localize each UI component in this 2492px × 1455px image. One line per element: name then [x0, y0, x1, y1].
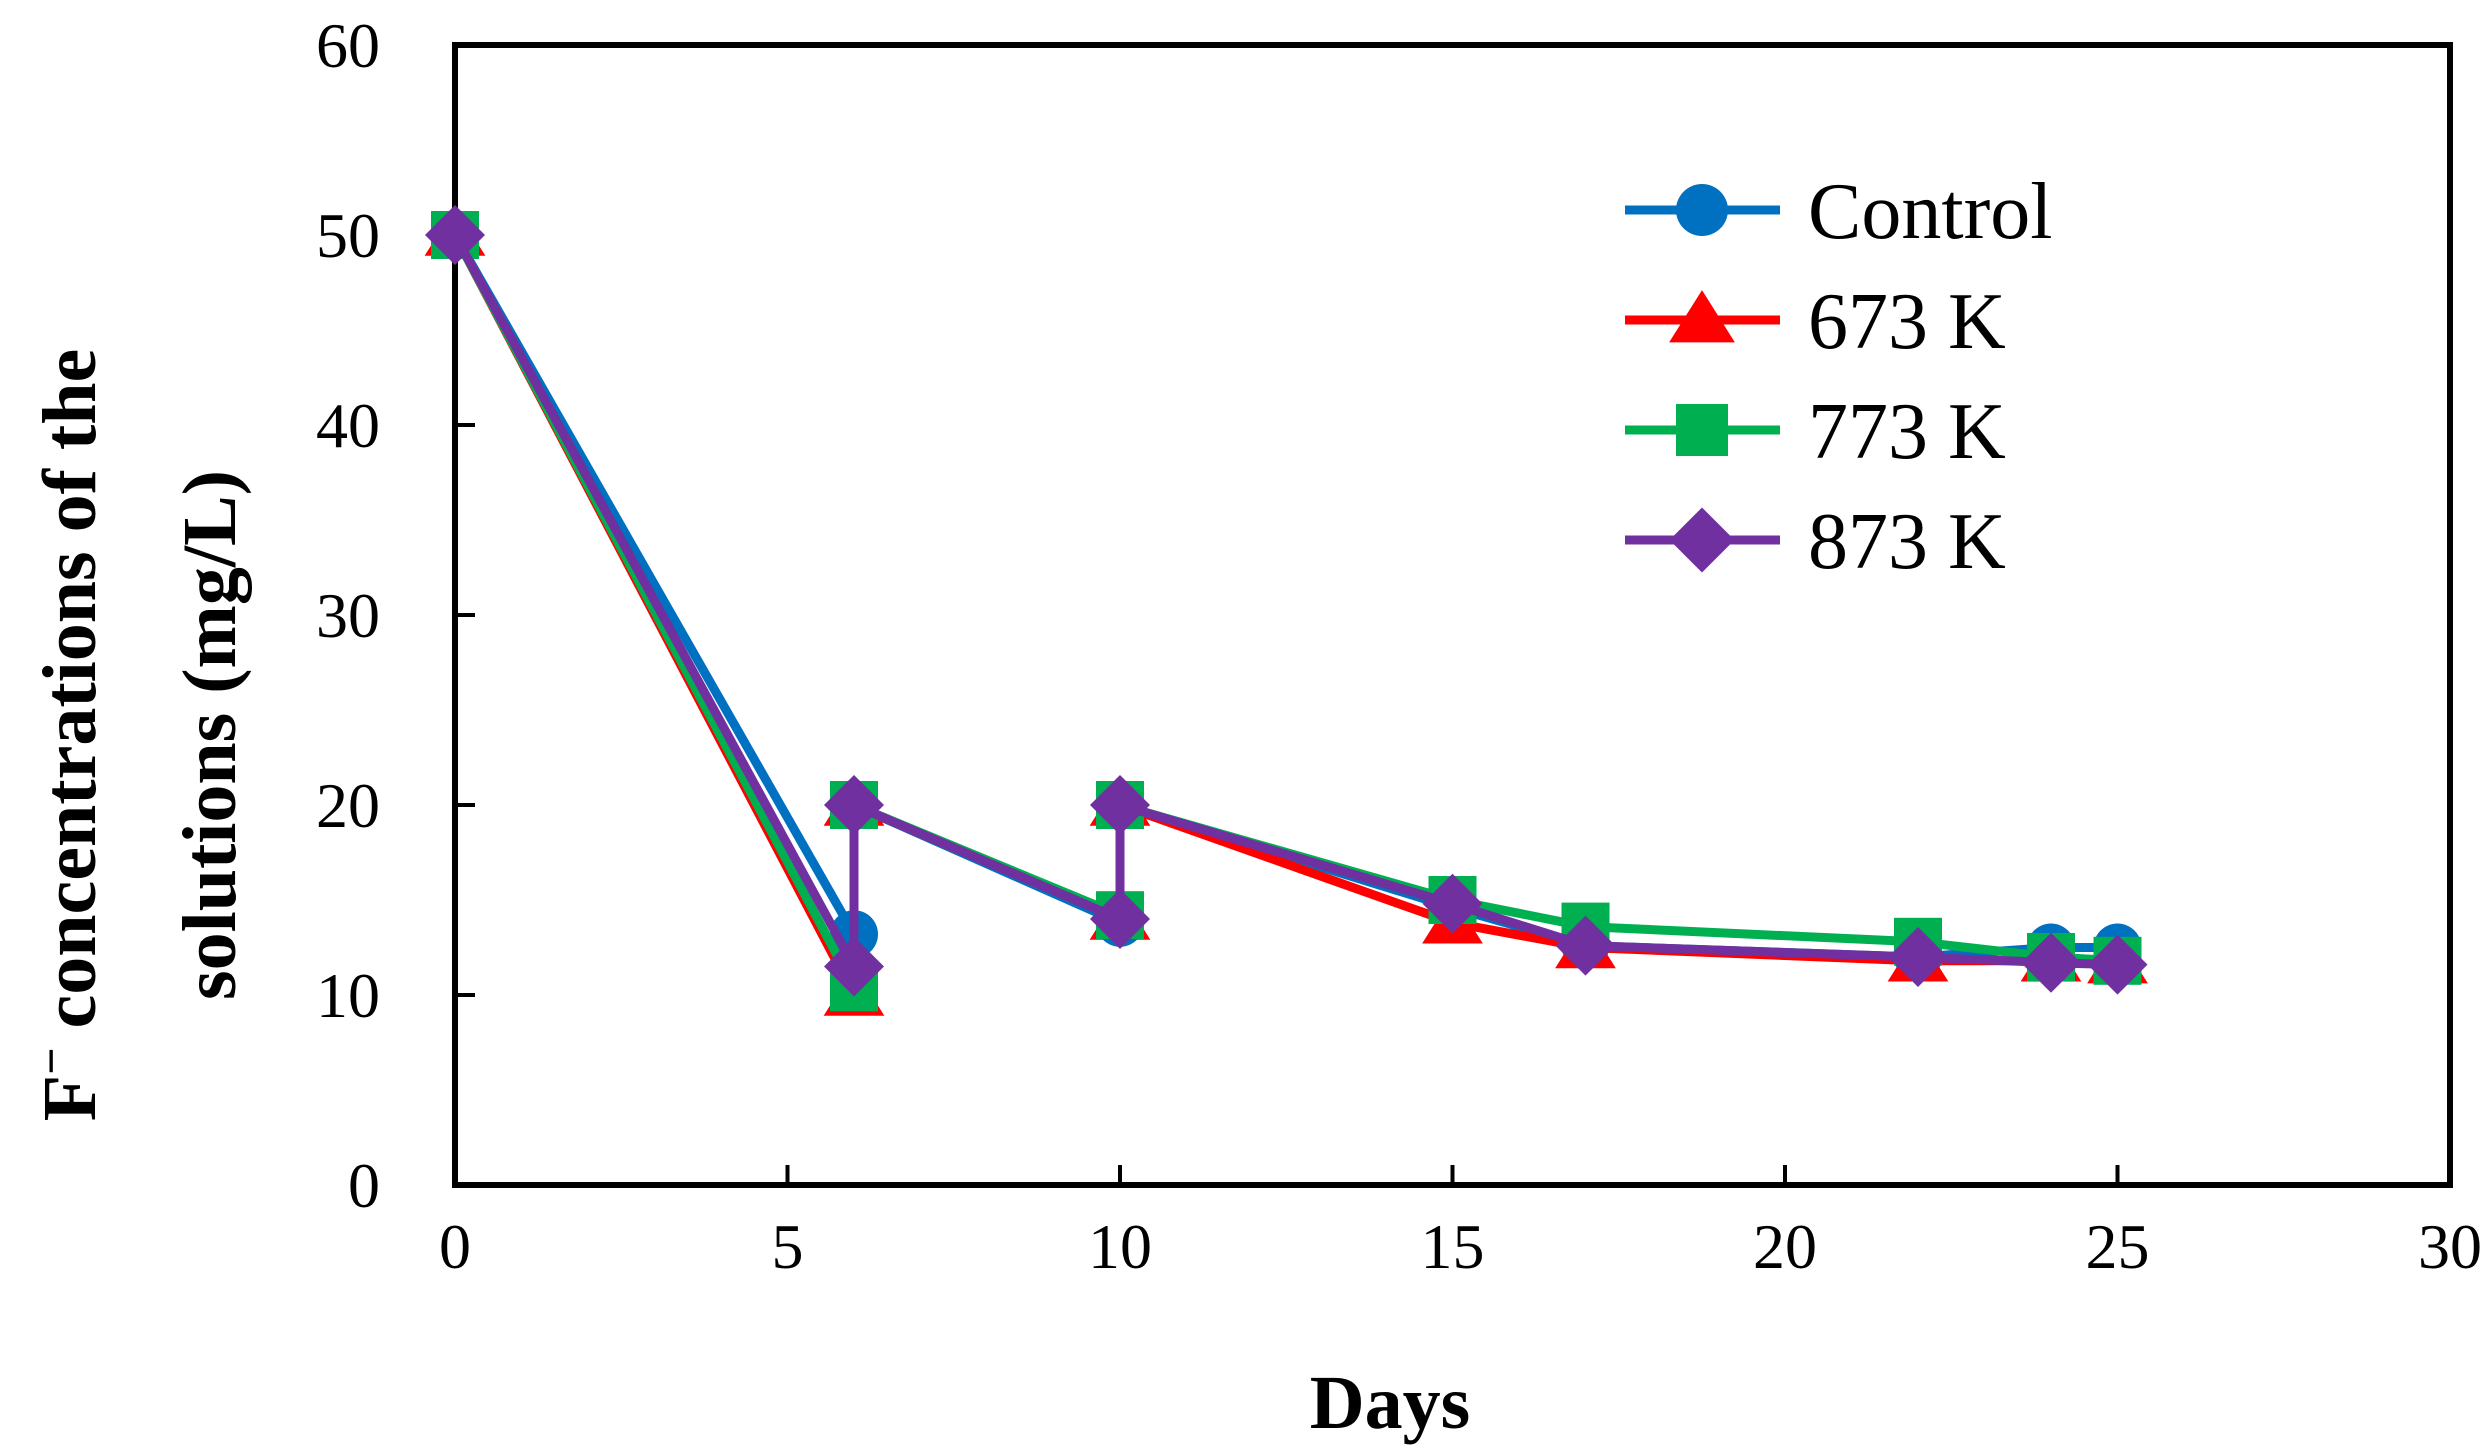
legend: Control 673 K 773 K 873 K — [1625, 168, 2052, 586]
x-tick-label: 5 — [772, 1211, 804, 1282]
data-point-diamond — [1422, 873, 1483, 934]
y-tick-label: 30 — [316, 580, 380, 651]
y-tick-label: 0 — [348, 1150, 380, 1221]
data-point-diamond — [1090, 775, 1150, 835]
data-point-triangle — [1669, 290, 1735, 343]
y-tick-label: 50 — [316, 200, 380, 271]
x-axis: 0 5 10 15 20 25 30 — [439, 1165, 2482, 1282]
data-point-diamond — [2021, 932, 2081, 993]
x-axis-title: Days — [1310, 1361, 1470, 1445]
data-point-circle — [1676, 184, 1728, 236]
y-axis-title-prefix: F — [28, 1075, 112, 1121]
x-tick-label: 0 — [439, 1211, 471, 1282]
x-tick-label: 20 — [1753, 1211, 1817, 1282]
y-axis-title-line1: concentrations of the — [28, 349, 112, 1048]
data-point-diamond — [425, 205, 485, 265]
x-tick-label: 15 — [1421, 1211, 1485, 1282]
legend-label: Control — [1808, 168, 2052, 256]
y-tick-label: 10 — [316, 960, 380, 1031]
x-tick-label: 10 — [1088, 1211, 1152, 1282]
y-axis-title-line2: solutions (mg/L) — [168, 470, 252, 1000]
y-tick-label: 40 — [316, 390, 380, 461]
series-line — [451, 232, 2118, 971]
y-tick-label: 60 — [316, 10, 380, 81]
legend-label: 873 K — [1808, 498, 2006, 586]
series-873-k — [425, 205, 2148, 997]
legend-item: 673 K — [1625, 278, 2006, 366]
data-point-diamond — [824, 936, 884, 997]
y-axis-title: F− concentrations of the solutions (mg/L… — [25, 349, 252, 1121]
x-tick-label: 30 — [2418, 1211, 2482, 1282]
data-point-diamond — [1555, 915, 1616, 976]
plot-area — [452, 42, 2453, 1188]
data-point-square — [1676, 404, 1728, 456]
data-point-diamond — [2087, 934, 2148, 995]
x-tick-label: 25 — [2086, 1211, 2150, 1282]
legend-label: 773 K — [1808, 388, 2006, 476]
y-axis: 0 10 20 30 40 50 60 — [316, 10, 475, 1221]
legend-item: Control — [1625, 168, 2052, 256]
legend-item: 873 K — [1625, 498, 2006, 586]
series-layer — [424, 205, 2148, 1016]
svg-text:F− concentrations of the: F− concentrations of the — [25, 349, 112, 1121]
data-point-diamond — [1888, 927, 1948, 987]
data-point-diamond — [1090, 889, 1150, 949]
y-tick-label: 20 — [316, 770, 380, 841]
y-axis-title-superscript: − — [25, 1047, 78, 1074]
data-point-diamond — [1669, 507, 1735, 573]
legend-item: 773 K — [1625, 388, 2006, 476]
data-point-diamond — [824, 775, 884, 835]
legend-label: 673 K — [1808, 278, 2006, 366]
